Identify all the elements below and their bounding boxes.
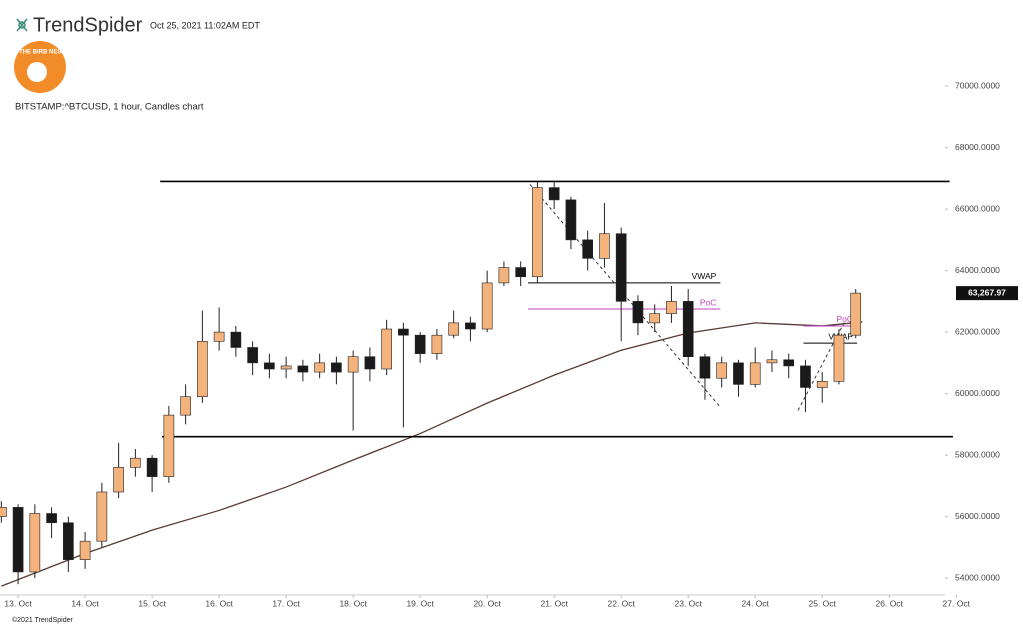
x-tick-label: 15. Oct (138, 598, 166, 608)
candle-body (632, 301, 644, 324)
x-tick-label: 20. Oct (473, 598, 501, 608)
chart-title: BITSTAMP:^BTCUSD, 1 hour, Candles chart (15, 102, 204, 113)
x-tick-label: 13. Oct (4, 598, 32, 608)
candle-body (582, 239, 594, 259)
trend-line (797, 319, 847, 411)
x-tick-label: 19. Oct (406, 598, 434, 608)
badge-text: THE BIRB NEST (19, 50, 65, 56)
brand: TrendSpider (33, 14, 143, 36)
candle-body (230, 331, 242, 348)
y-tick-label: 58000.0000 (955, 449, 1000, 459)
y-tick-label: 54000.0000 (955, 572, 1000, 582)
candle-body (213, 331, 225, 342)
candle-body (264, 362, 275, 370)
candle-body (197, 341, 208, 397)
candle-body (414, 334, 426, 354)
candle-body (0, 507, 7, 517)
candle-body (180, 396, 191, 416)
candle-body (247, 347, 258, 364)
x-tick-label: 16. Oct (205, 598, 233, 608)
candle-body (515, 267, 526, 278)
candle-body (146, 457, 158, 477)
candle-body (783, 359, 795, 367)
candle-body (649, 313, 661, 324)
candle-body (498, 267, 510, 284)
x-tick-label: 27. Oct (943, 598, 971, 608)
footer: ©2021 TrendSpider (12, 616, 73, 624)
x-tick-label: 25. Oct (809, 598, 837, 608)
candle-body (331, 362, 342, 373)
candle-body (448, 322, 459, 336)
candle-body (96, 491, 108, 542)
candle-body (800, 365, 811, 388)
timestamp: Oct 25, 2021 11:02AM EDT (150, 20, 260, 30)
candle-body (398, 328, 409, 336)
badge-bird (27, 62, 47, 82)
candle-body (29, 513, 41, 573)
level-label: PoC (700, 297, 717, 307)
candle-body (481, 282, 493, 330)
candle-body (599, 233, 610, 259)
x-tick-label: 18. Oct (339, 598, 367, 608)
candle-body (163, 414, 175, 477)
candle-body (63, 522, 74, 560)
y-tick-label: 56000.0000 (955, 511, 1000, 521)
x-tick-label: 17. Oct (272, 598, 300, 608)
candle-body (850, 292, 862, 336)
candle-body (364, 356, 376, 370)
candle-body (532, 187, 543, 278)
x-tick-label: 24. Oct (742, 598, 770, 608)
candle-body (46, 513, 57, 524)
candle-body (615, 233, 627, 302)
y-tick-label: 70000.0000 (955, 80, 1000, 90)
candle-body (297, 365, 309, 373)
x-tick-label: 26. Oct (876, 598, 904, 608)
candle-body (833, 334, 845, 382)
y-tick-label: 62000.0000 (955, 326, 1000, 336)
candle-body (79, 540, 91, 560)
candle-body (347, 356, 359, 373)
brand-icon (16, 18, 28, 32)
y-tick-label: 60000.0000 (955, 388, 1000, 398)
candle-body (280, 365, 292, 370)
candle-body (816, 381, 828, 388)
y-tick-label: 66000.0000 (955, 203, 1000, 213)
last-price-tag (956, 286, 1018, 301)
x-tick-label: 22. Oct (607, 598, 635, 608)
candle-body (548, 187, 560, 201)
candle-body (749, 362, 761, 385)
level-label: VWAP (692, 271, 717, 281)
x-tick-label: 21. Oct (540, 598, 568, 608)
candle-body (666, 301, 677, 314)
candle-body (733, 362, 744, 385)
x-tick-label: 23. Oct (674, 598, 702, 608)
x-tick-label: 14. Oct (71, 598, 99, 608)
last-price-label: 63,267.97 (968, 287, 1006, 297)
candle-body (682, 301, 694, 358)
candle-body (314, 362, 325, 373)
candle-body (766, 359, 778, 364)
candle-body (130, 457, 141, 468)
candle-body (716, 362, 728, 379)
candle-body (699, 356, 711, 379)
candle-body (12, 507, 24, 573)
candle-body (431, 334, 443, 354)
moving-average (1, 321, 863, 587)
candle-body (113, 467, 124, 493)
candle-body (465, 322, 476, 330)
candle-body (565, 199, 577, 241)
candle-body (381, 328, 392, 370)
y-tick-label: 64000.0000 (955, 265, 1000, 275)
level-label: PoC (837, 314, 854, 324)
y-tick-label: 68000.0000 (955, 142, 1000, 152)
